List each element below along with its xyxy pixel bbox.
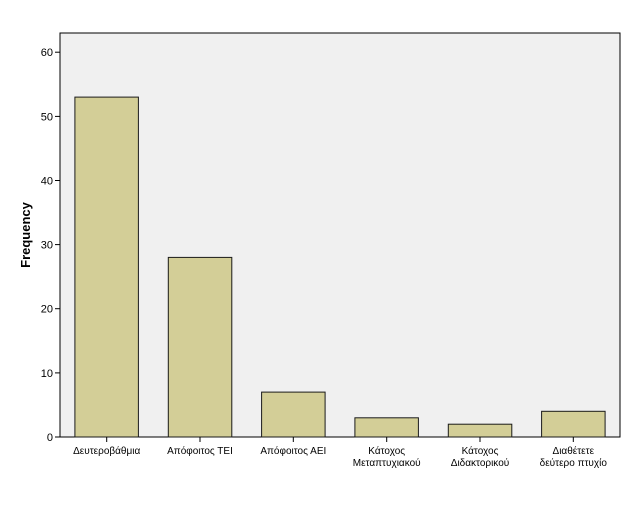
y-tick-label-3: 30 xyxy=(41,240,53,252)
y-axis-label: Frequency xyxy=(18,201,33,268)
bar-4 xyxy=(447,423,513,438)
axes-group: 0 10 20 30 40 50 60 Δευτεροβάθμια Απόφοιτος ΤΕΙ Α… xyxy=(41,47,608,469)
bars-group xyxy=(74,96,606,438)
bar-3 xyxy=(354,417,419,438)
y-tick-label-2: 20 xyxy=(41,304,53,316)
x-tick-label-4: Κάτοχος Διδακτορικού xyxy=(451,445,509,469)
y-tick-label-1: 10 xyxy=(41,368,53,380)
x-tick-label-0: Δευτεροβάθμια xyxy=(73,445,140,457)
bar-5 xyxy=(541,410,606,438)
bar-2 xyxy=(261,391,326,438)
bar-1 xyxy=(167,256,233,438)
plot-area xyxy=(59,32,621,438)
y-tick-label-0: 0 xyxy=(47,432,53,444)
y-tick-label-4: 40 xyxy=(41,176,53,188)
y-tick-label-5: 50 xyxy=(41,111,53,123)
x-tick-label-2: Απόφοιτος ΑΕΙ xyxy=(260,445,326,457)
x-tick-label-1: Απόφοιτος ΤΕΙ xyxy=(167,445,233,457)
x-tick-label-3: Κάτοχος Μεταπτυχιακού xyxy=(353,445,421,469)
bar-0 xyxy=(74,96,139,438)
y-tick-label-6: 60 xyxy=(41,47,53,59)
x-tick-label-5: Διαθέτετε δεύτερο πτυχίο xyxy=(540,445,608,469)
